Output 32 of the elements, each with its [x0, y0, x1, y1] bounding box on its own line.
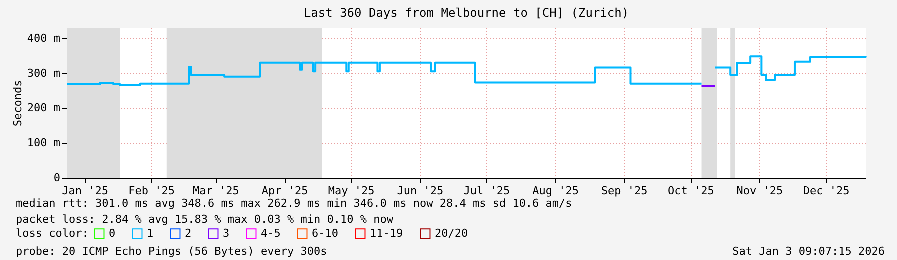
y-tick-label: 100 m [27, 136, 61, 150]
y-tick-label: 300 m [27, 66, 61, 80]
legend-label: 11-19 [370, 226, 404, 240]
x-tick-label: Nov '25 [736, 184, 784, 198]
legend-label: 3 [223, 226, 230, 240]
text: probe: 20 ICMP Echo Pings (56 Bytes) every 300s [16, 245, 328, 258]
legend-title: loss color: [16, 227, 89, 240]
legend-label: 1 [147, 226, 154, 240]
x-tick-label: Jun '25 [397, 184, 444, 198]
x-tick-label: Mar '25 [193, 184, 240, 198]
x-tick-label: Dec '25 [803, 184, 850, 198]
y-tick-label: 0 [54, 172, 60, 184]
y-axis-title: Seconds [11, 80, 24, 127]
y-tick-label: 200 m [27, 102, 61, 115]
x-tick-label: Jan '25 [62, 184, 108, 198]
legend-label: 6-10 [312, 226, 338, 240]
x-tick-label: Sep '25 [601, 184, 648, 198]
legend-label: 20/20 [435, 226, 468, 240]
y-tick-label: 400 m [27, 32, 61, 45]
x-tick-label: May '25 [328, 184, 375, 198]
text: Sat Jan 3 09:07:15 2026 [732, 245, 885, 258]
text: packet loss: 2.84 % avg 15.83 % max 0.03 % min 0.10 % now [16, 213, 394, 226]
x-tick-label: Oct '25 [668, 184, 714, 198]
legend-label: 4-5 [261, 226, 281, 240]
chart-title: Last 360 Days from Melbourne to [CH] (Zurich) [304, 6, 630, 20]
legend-label: 2 [185, 226, 192, 240]
legend-label: 0 [109, 226, 116, 240]
x-tick-label: Apr '25 [262, 184, 308, 198]
x-tick-label: Jul '25 [464, 184, 510, 198]
x-tick-label: Feb '25 [128, 184, 176, 198]
text: median rtt: 301.0 ms avg 348.6 ms max 262.9 ms min 346.0 ms now 28.4 ms sd 10.6 am/s [16, 197, 572, 210]
x-tick-label: Aug '25 [532, 184, 579, 198]
